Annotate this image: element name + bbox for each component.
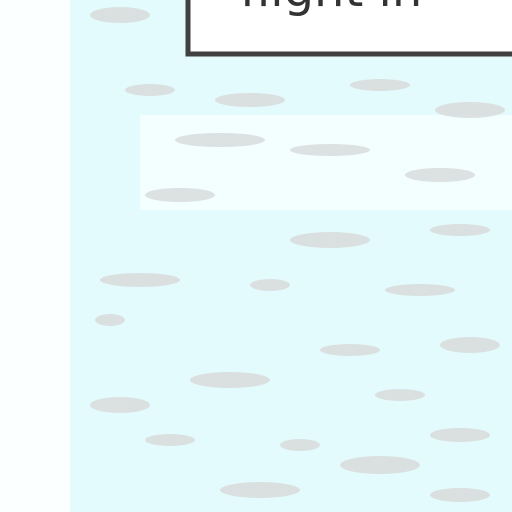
banner-text: flight in — [240, 0, 422, 18]
cloud-texture — [90, 7, 505, 502]
banner-box — [185, 0, 512, 57]
